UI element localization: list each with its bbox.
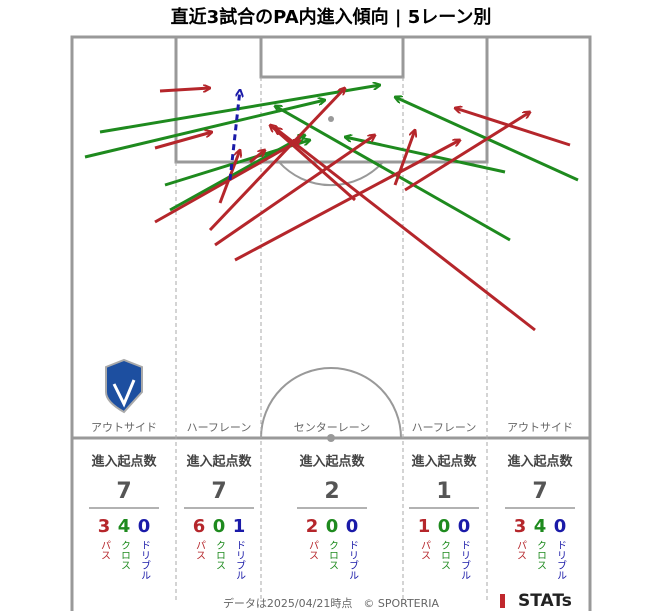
lane-total: 1 — [436, 479, 451, 504]
count-value: 0 — [326, 516, 339, 537]
count-value: 0 — [213, 516, 226, 537]
lane-total: 7 — [116, 479, 131, 504]
lane-name: センターレーン — [294, 421, 370, 434]
count-value: 1 — [418, 516, 431, 537]
count-label: クロス — [327, 540, 338, 570]
lane-stats: アウトサイド進入起点数73パス4クロス0ドリブルハーフレーン進入起点数76パス0… — [89, 421, 575, 580]
count-label: パス — [307, 540, 319, 560]
brand: STATs — [518, 591, 572, 611]
lane-heading: 進入起点数 — [507, 454, 573, 470]
lane-name: アウトサイド — [507, 421, 573, 434]
count-label: パス — [515, 540, 527, 560]
count-label: ドリブル — [555, 540, 567, 580]
count-label: ドリブル — [459, 540, 471, 580]
count-label: パス — [194, 540, 206, 560]
count-value: 0 — [346, 516, 359, 537]
lane-name: ハーフレーン — [412, 421, 477, 434]
count-value: 1 — [233, 516, 246, 537]
count-value: 0 — [554, 516, 567, 537]
pitch — [70, 35, 592, 611]
entry-arrows — [84, 85, 579, 332]
count-value: 0 — [438, 516, 451, 537]
count-value: 0 — [138, 516, 151, 537]
lane-total: 7 — [211, 479, 226, 504]
lane-heading: 進入起点数 — [299, 454, 365, 470]
footer-note: データは2025/04/21時点 © SPORTERIA — [223, 596, 440, 610]
count-label: ドリブル — [347, 540, 359, 580]
count-label: ドリブル — [234, 540, 246, 580]
lane-heading: 進入起点数 — [186, 454, 252, 470]
count-value: 2 — [306, 516, 319, 537]
lane-total: 7 — [532, 479, 547, 504]
title: 直近3試合のPA内進入傾向 | 5レーン別 — [171, 6, 492, 28]
count-value: 3 — [98, 516, 111, 537]
brand-mark — [500, 594, 505, 608]
count-value: 3 — [514, 516, 527, 537]
lane-name: ハーフレーン — [187, 421, 252, 434]
count-label: クロス — [119, 540, 130, 570]
count-label: クロス — [535, 540, 546, 570]
count-label: ドリブル — [139, 540, 151, 580]
count-value: 4 — [118, 516, 131, 537]
count-label: パス — [419, 540, 431, 560]
count-value: 0 — [458, 516, 471, 537]
lane-heading: 進入起点数 — [411, 454, 477, 470]
lane-name: アウトサイド — [91, 421, 157, 434]
count-value: 4 — [534, 516, 547, 537]
count-label: クロス — [439, 540, 450, 570]
count-label: パス — [99, 540, 111, 560]
lane-total: 2 — [324, 479, 339, 504]
club-logo — [105, 358, 143, 414]
count-label: クロス — [214, 540, 225, 570]
lane-heading: 進入起点数 — [91, 454, 157, 470]
count-value: 6 — [193, 516, 206, 537]
